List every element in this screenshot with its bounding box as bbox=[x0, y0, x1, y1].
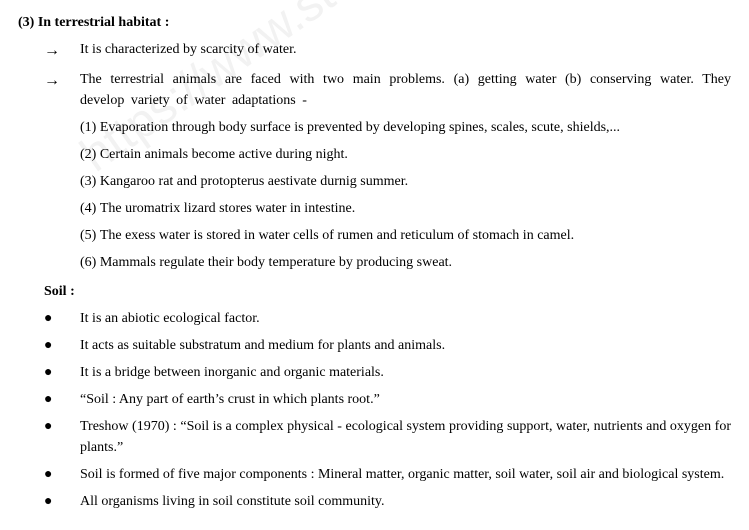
item-text: Evaporation through body surface is prev… bbox=[100, 117, 731, 138]
bullet-icon: ● bbox=[44, 308, 80, 329]
bullet-icon: ● bbox=[44, 389, 80, 410]
arrow-item: → The terrestrial animals are faced with… bbox=[44, 69, 731, 111]
bullet-text: “Soil : Any part of earth’s crust in whi… bbox=[80, 389, 731, 410]
bullet-item: ● Soil is formed of five major component… bbox=[44, 464, 731, 485]
bullet-text: Treshow (1970) : “Soil is a complex phys… bbox=[80, 416, 731, 458]
bullet-icon: ● bbox=[44, 335, 80, 356]
item-text: The uromatrix lizard stores water in int… bbox=[100, 198, 731, 219]
bullet-icon: ● bbox=[44, 362, 80, 383]
item-number: (5) bbox=[80, 225, 96, 246]
item-number: (1) bbox=[80, 117, 96, 138]
numbered-item: (2) Certain animals become active during… bbox=[80, 144, 731, 165]
arrow-item: → It is characterized by scarcity of wat… bbox=[44, 39, 731, 63]
numbered-item: (6) Mammals regulate their body temperat… bbox=[80, 252, 731, 273]
arrow-list: → It is characterized by scarcity of wat… bbox=[18, 39, 731, 111]
item-text: Certain animals become active during nig… bbox=[100, 144, 731, 165]
item-text: The exess water is stored in water cells… bbox=[100, 225, 731, 246]
item-number: (4) bbox=[80, 198, 96, 219]
item-number: (3) bbox=[80, 171, 96, 192]
numbered-item: (4) The uromatrix lizard stores water in… bbox=[80, 198, 731, 219]
item-number: (6) bbox=[80, 252, 96, 273]
item-text: Mammals regulate their body temperature … bbox=[100, 252, 731, 273]
item-text: Kangaroo rat and protopterus aestivate d… bbox=[100, 171, 731, 192]
subheading-soil: Soil : bbox=[44, 281, 731, 302]
bullet-item: ● Treshow (1970) : “Soil is a complex ph… bbox=[44, 416, 731, 458]
bullet-item: ● It acts as suitable substratum and med… bbox=[44, 335, 731, 356]
bullet-text: It is a bridge between inorganic and org… bbox=[80, 362, 731, 383]
arrow-text: It is characterized by scarcity of water… bbox=[80, 39, 731, 63]
bullet-list: ● It is an abiotic ecological factor. ● … bbox=[18, 308, 731, 512]
numbered-item: (5) The exess water is stored in water c… bbox=[80, 225, 731, 246]
arrow-icon: → bbox=[44, 69, 80, 111]
arrow-text: The terrestrial animals are faced with t… bbox=[80, 69, 731, 111]
item-number: (2) bbox=[80, 144, 96, 165]
bullet-icon: ● bbox=[44, 464, 80, 485]
arrow-icon: → bbox=[44, 39, 80, 63]
bullet-icon: ● bbox=[44, 416, 80, 458]
bullet-text: It is an abiotic ecological factor. bbox=[80, 308, 731, 329]
bullet-item: ● It is an abiotic ecological factor. bbox=[44, 308, 731, 329]
bullet-item: ● It is a bridge between inorganic and o… bbox=[44, 362, 731, 383]
bullet-item: ● “Soil : Any part of earth’s crust in w… bbox=[44, 389, 731, 410]
numbered-item: (1) Evaporation through body surface is … bbox=[80, 117, 731, 138]
numbered-list: (1) Evaporation through body surface is … bbox=[18, 117, 731, 273]
bullet-text: Soil is formed of five major components … bbox=[80, 464, 731, 485]
numbered-item: (3) Kangaroo rat and protopterus aestiva… bbox=[80, 171, 731, 192]
bullet-text: It acts as suitable substratum and mediu… bbox=[80, 335, 731, 356]
section-heading: (3) In terrestrial habitat : bbox=[18, 12, 731, 33]
